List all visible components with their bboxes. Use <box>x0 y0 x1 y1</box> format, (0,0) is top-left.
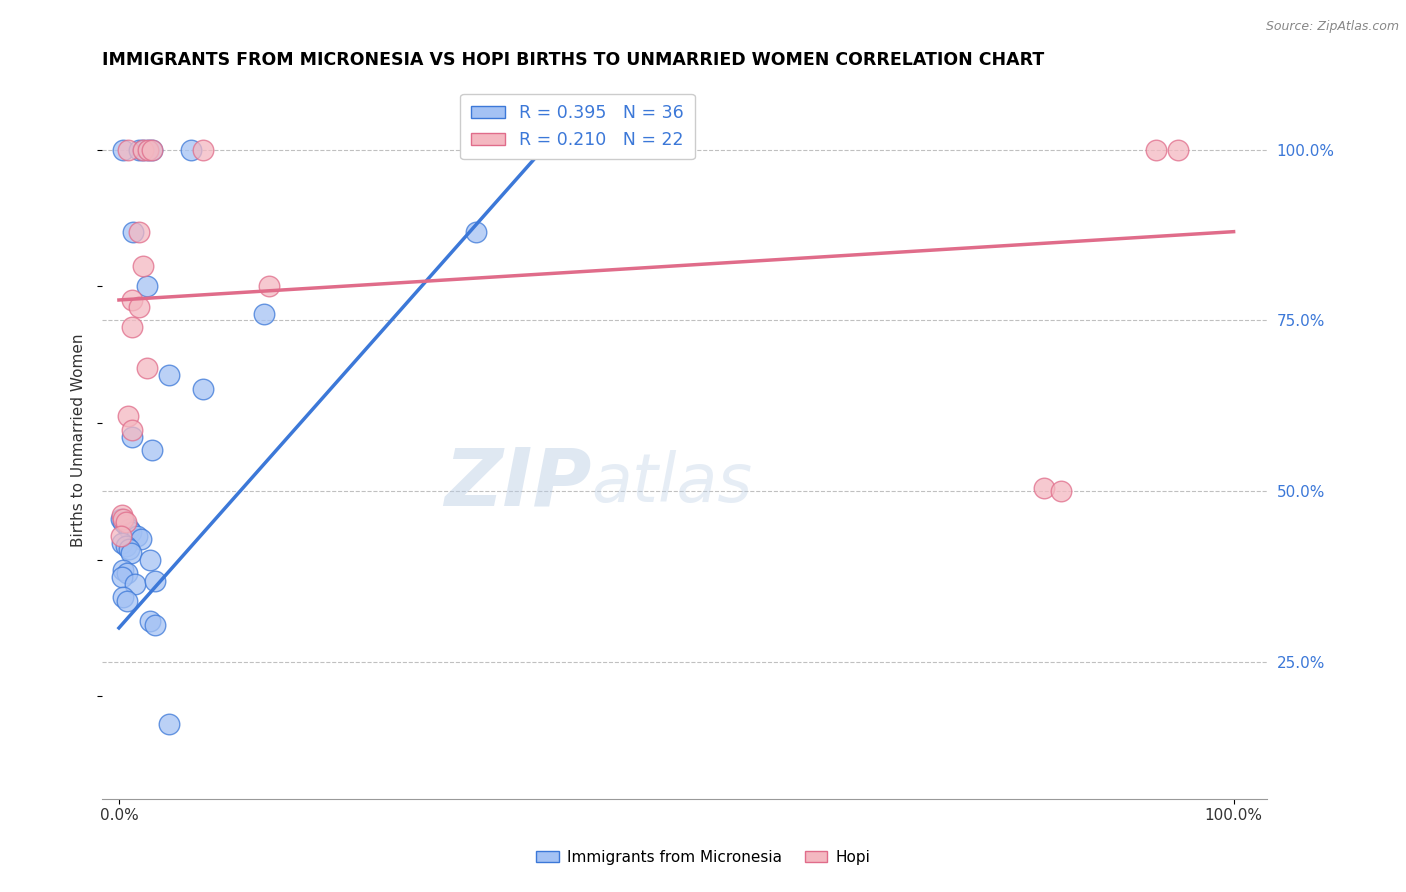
Point <box>110 529 132 543</box>
Text: ZIP: ZIP <box>444 444 592 522</box>
Point <box>135 279 157 293</box>
Point <box>132 143 155 157</box>
Point <box>136 143 159 157</box>
Point <box>110 511 132 525</box>
Point <box>253 307 276 321</box>
Point <box>464 225 486 239</box>
Point <box>191 382 214 396</box>
Point <box>112 511 135 525</box>
Point <box>114 539 136 553</box>
Point <box>136 143 159 157</box>
Point <box>191 143 214 157</box>
Legend: Immigrants from Micronesia, Hopi: Immigrants from Micronesia, Hopi <box>530 844 876 871</box>
Point <box>121 423 143 437</box>
Text: atlas: atlas <box>592 450 752 516</box>
Text: IMMIGRANTS FROM MICRONESIA VS HOPI BIRTHS TO UNMARRIED WOMEN CORRELATION CHART: IMMIGRANTS FROM MICRONESIA VS HOPI BIRTH… <box>103 51 1045 69</box>
Point <box>135 361 157 376</box>
Point <box>259 279 281 293</box>
Point <box>120 525 142 540</box>
Point <box>141 143 163 157</box>
Point <box>118 522 141 536</box>
Point <box>132 143 155 157</box>
Point <box>1049 484 1071 499</box>
Point <box>157 716 180 731</box>
Point <box>112 591 135 605</box>
Point <box>121 293 143 307</box>
Text: Source: ZipAtlas.com: Source: ZipAtlas.com <box>1265 20 1399 33</box>
Point <box>141 143 163 157</box>
Point <box>1033 481 1056 495</box>
Point <box>141 443 163 458</box>
Point <box>124 576 146 591</box>
Point <box>121 320 143 334</box>
Point <box>1167 143 1189 157</box>
Point <box>1144 143 1167 157</box>
Point <box>132 259 155 273</box>
Point <box>117 409 139 424</box>
Y-axis label: Births to Unmarried Women: Births to Unmarried Women <box>72 334 86 547</box>
Point <box>112 143 135 157</box>
Point <box>111 570 134 584</box>
Point <box>125 529 148 543</box>
Legend: R = 0.395   N = 36, R = 0.210   N = 22: R = 0.395 N = 36, R = 0.210 N = 22 <box>460 94 695 159</box>
Point <box>111 508 134 523</box>
Point <box>112 563 135 577</box>
Point <box>139 552 162 566</box>
Point <box>117 143 139 157</box>
Point <box>122 225 145 239</box>
Point <box>115 593 138 607</box>
Point <box>120 546 142 560</box>
Point <box>139 614 162 628</box>
Point <box>121 430 143 444</box>
Point <box>128 225 150 239</box>
Point <box>112 515 135 529</box>
Point <box>114 518 136 533</box>
Point <box>115 566 138 581</box>
Point <box>180 143 202 157</box>
Point <box>128 300 150 314</box>
Point <box>143 617 166 632</box>
Point <box>129 532 152 546</box>
Point <box>111 535 134 549</box>
Point <box>143 574 166 589</box>
Point <box>128 143 150 157</box>
Point <box>114 515 136 529</box>
Point <box>118 542 141 557</box>
Point <box>157 368 180 383</box>
